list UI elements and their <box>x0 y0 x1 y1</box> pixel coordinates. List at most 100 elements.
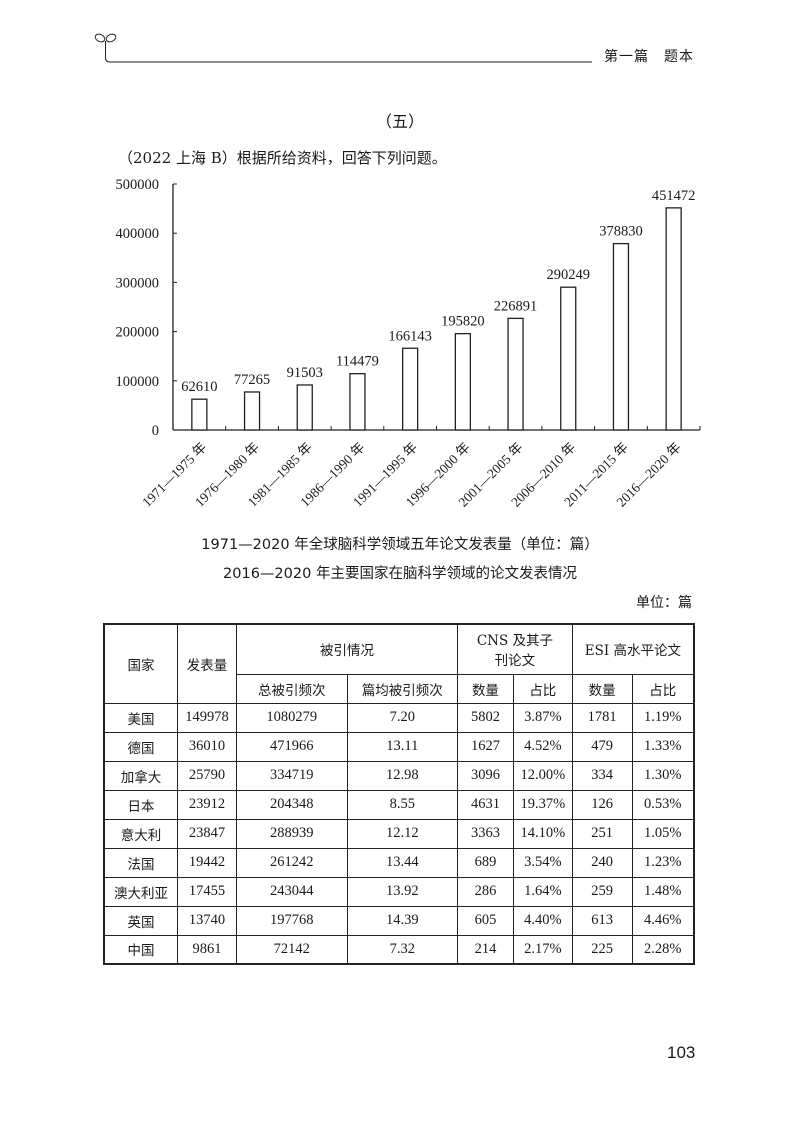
cell-avg-citations: 8.55 <box>346 789 459 820</box>
cell-country: 中国 <box>103 934 179 965</box>
cell-total-citations: 1080279 <box>236 702 348 733</box>
table-row: 英国 13740 197768 14.39 605 4.40% 613 4.46% <box>103 905 695 936</box>
cell-cns-count: 214 <box>457 934 514 965</box>
cell-published: 23847 <box>177 818 237 849</box>
table-row: 澳大利亚 17455 243044 13.92 286 1.64% 259 1.48% <box>103 876 695 907</box>
cell-country: 英国 <box>103 905 179 936</box>
cell-cns-count: 689 <box>457 847 514 878</box>
cell-esi-share: 0.53% <box>631 789 695 820</box>
cell-esi-count: 240 <box>571 847 633 878</box>
cell-total-citations: 471966 <box>236 731 348 762</box>
cell-esi-count: 1781 <box>571 702 633 733</box>
bar-value-label: 451472 <box>652 188 696 204</box>
section-title: （五） <box>375 112 424 131</box>
cell-cns-count: 4631 <box>457 789 514 820</box>
header-esi-count: 数量 <box>571 673 633 704</box>
bar-value-label: 62610 <box>181 379 217 395</box>
header-esi-share: 占比 <box>631 673 695 704</box>
cell-country: 美国 <box>103 702 179 733</box>
header-cns-count: 数量 <box>457 673 514 704</box>
bar <box>612 242 630 431</box>
cell-cns-share: 3.87% <box>512 702 573 733</box>
bar <box>665 207 682 431</box>
table-row: 加拿大 25790 334719 12.98 3096 12.00% 334 1.30% <box>103 760 695 791</box>
cell-country: 法国 <box>103 847 179 878</box>
table-row: 中国 9861 72142 7.32 214 2.17% 225 2.28% <box>103 934 695 965</box>
bar <box>454 333 472 431</box>
bar-value-label: 378830 <box>599 224 643 240</box>
cell-total-citations: 243044 <box>236 876 348 907</box>
cell-cns-share: 14.10% <box>512 818 573 849</box>
cell-cns-count: 605 <box>457 905 514 936</box>
cell-cns-count: 1627 <box>457 731 514 762</box>
bar <box>349 373 366 431</box>
cell-avg-citations: 12.12 <box>346 818 459 849</box>
cell-cns-share: 1.64% <box>512 876 573 907</box>
cell-country: 澳大利亚 <box>103 876 179 907</box>
cell-avg-citations: 7.32 <box>346 934 459 965</box>
cell-cns-count: 3096 <box>457 760 514 791</box>
table-row: 德国 36010 471966 13.11 1627 4.52% 479 1.33% <box>103 731 695 762</box>
cell-avg-citations: 13.92 <box>346 876 459 907</box>
bar-value-label: 114479 <box>336 354 379 370</box>
cell-esi-share: 1.30% <box>631 760 695 791</box>
cell-avg-citations: 13.44 <box>346 847 459 878</box>
cell-esi-share: 4.46% <box>631 905 695 936</box>
cell-country: 德国 <box>103 731 179 762</box>
cell-published: 17455 <box>177 876 237 907</box>
cell-avg-citations: 12.98 <box>346 760 459 791</box>
cell-total-citations: 72142 <box>236 934 348 965</box>
y-tick-label: 0 <box>152 423 159 439</box>
cell-cns-share: 4.40% <box>512 905 573 936</box>
page-number: 103 <box>667 1043 696 1062</box>
page-header: 第一篇 题本 <box>92 28 712 68</box>
cell-cns-count: 3363 <box>457 818 514 849</box>
bar-value-label: 91503 <box>287 365 323 381</box>
cell-esi-count: 225 <box>571 934 633 965</box>
table-row: 日本 23912 204348 8.55 4631 19.37% 126 0.53% <box>103 789 695 820</box>
cell-total-citations: 197768 <box>236 905 348 936</box>
y-tick-label: 100000 <box>116 374 160 390</box>
cell-total-citations: 204348 <box>236 789 348 820</box>
bar-chart-svg: 0100000200000300000400000500000626101971… <box>116 177 701 510</box>
header-total-citations: 总被引频次 <box>236 673 348 704</box>
sprout-icon <box>94 33 592 63</box>
cell-total-citations: 261242 <box>236 847 348 878</box>
cell-esi-share: 1.23% <box>631 847 695 878</box>
cell-published: 19442 <box>177 847 237 878</box>
bar-value-label: 290249 <box>547 267 591 283</box>
section-label: 第一篇 题本 <box>604 49 694 65</box>
cell-country: 加拿大 <box>103 760 179 791</box>
bar-value-label: 195820 <box>441 314 485 330</box>
header-esi-group: ESI 高水平论文 <box>571 623 695 675</box>
cell-cns-share: 19.37% <box>512 789 573 820</box>
header-country: 国家 <box>103 623 179 704</box>
bar-chart: 0 100000 200000 300000 400000 500000 62610 1971… <box>0 170 800 530</box>
table-caption: 2016—2020 年主要国家在脑科学领域的论文发表情况 <box>223 566 577 582</box>
bar <box>507 317 524 431</box>
cell-cns-share: 4.52% <box>512 731 573 762</box>
table-row: 美国 149978 1080279 7.20 5802 3.87% 1781 1.19% <box>103 702 695 733</box>
y-tick-label: 400000 <box>116 226 160 242</box>
header-cns-share: 占比 <box>512 673 573 704</box>
cell-esi-count: 259 <box>571 876 633 907</box>
cell-esi-share: 1.33% <box>631 731 695 762</box>
header-citation-group: 被引情况 <box>235 623 459 675</box>
bar <box>401 347 419 431</box>
cell-country: 日本 <box>103 789 179 820</box>
bar-value-label: 77265 <box>234 372 270 388</box>
bar <box>191 398 208 431</box>
bar <box>243 391 261 431</box>
header-published: 发表量 <box>177 623 237 704</box>
y-tick-label: 300000 <box>116 275 160 291</box>
cell-avg-citations: 13.11 <box>346 731 459 762</box>
cell-cns-share: 2.17% <box>512 934 573 965</box>
country-paper-table: 国家 发表量 被引情况 CNS 及其子刊论文 ESI 高水平论文 总被引频次 篇… <box>103 623 695 965</box>
bar <box>296 384 313 431</box>
bar-value-label: 166143 <box>388 328 432 344</box>
cell-published: 13740 <box>177 905 237 936</box>
bar <box>560 286 577 431</box>
cell-esi-count: 126 <box>571 789 633 820</box>
cell-cns-count: 286 <box>457 876 514 907</box>
table-row: 意大利 23847 288939 12.12 3363 14.10% 251 1.05% <box>103 818 695 849</box>
